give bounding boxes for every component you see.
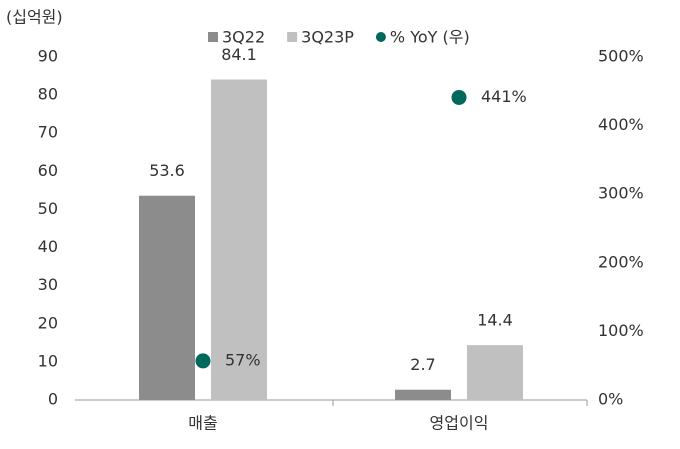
scatter-point bbox=[451, 89, 467, 105]
data-label: 57% bbox=[225, 350, 261, 369]
scatter-point bbox=[195, 353, 211, 369]
bar bbox=[467, 345, 523, 400]
bar bbox=[139, 195, 195, 400]
y2-tick-label: 200% bbox=[598, 252, 644, 271]
y-tick-label: 30 bbox=[38, 275, 58, 294]
legend-marker bbox=[287, 32, 298, 42]
y-tick-label: 80 bbox=[38, 85, 58, 104]
bar bbox=[395, 389, 451, 400]
data-label: 53.6 bbox=[149, 161, 185, 180]
y2-tick-label: 0% bbox=[598, 390, 623, 409]
y-tick-label: 40 bbox=[38, 237, 58, 256]
x-tick-label: 영업이익 bbox=[430, 414, 489, 433]
legend-marker bbox=[208, 32, 218, 42]
legend-label: 3Q23P bbox=[301, 28, 354, 47]
legend-marker bbox=[375, 32, 386, 42]
y2-tick-label: 100% bbox=[598, 321, 644, 340]
data-label: 441% bbox=[481, 87, 527, 106]
legend-label: 3Q22 bbox=[222, 28, 265, 47]
data-label: 14.4 bbox=[477, 311, 513, 330]
y-tick-label: 50 bbox=[38, 199, 58, 218]
y-tick-label: 0 bbox=[48, 390, 58, 409]
y2-tick-label: 500% bbox=[598, 47, 644, 66]
data-label: 2.7 bbox=[410, 355, 435, 374]
y-tick-label: 60 bbox=[38, 161, 58, 180]
y-tick-label: 20 bbox=[38, 313, 58, 332]
y-tick-label: 90 bbox=[38, 47, 58, 66]
data-label: 84.1 bbox=[221, 45, 257, 64]
y-tick-label: 10 bbox=[38, 351, 58, 370]
y2-tick-label: 400% bbox=[598, 115, 644, 134]
legend-label: % YoY (우) bbox=[390, 28, 470, 47]
x-tick-label: 매출 bbox=[188, 414, 217, 433]
bar bbox=[211, 79, 267, 400]
y-tick-label: 70 bbox=[38, 123, 58, 142]
y2-tick-label: 300% bbox=[598, 184, 644, 203]
y-axis-label: (십억원) bbox=[6, 8, 63, 27]
